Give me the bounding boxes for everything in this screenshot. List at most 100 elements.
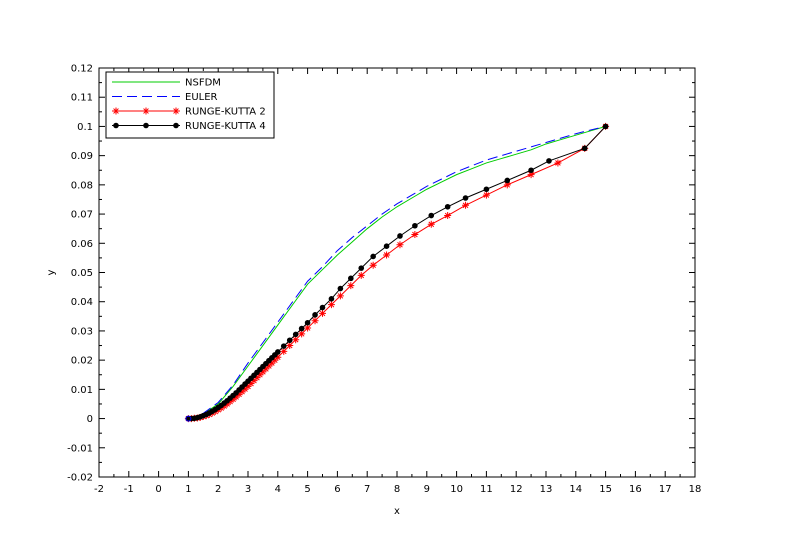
series-2-point-46	[427, 220, 435, 228]
x-tick-label-2: 0	[155, 484, 161, 495]
series-2-point-15	[229, 395, 237, 403]
euler-start-marker	[185, 415, 192, 422]
series-2-point-28	[268, 359, 276, 367]
series-2-point-36	[311, 317, 319, 325]
x-tick-label-12: 10	[450, 484, 463, 495]
series-2-point-42	[369, 261, 377, 269]
series-2-point-40	[347, 282, 355, 290]
x-tick-label-13: 11	[480, 484, 493, 495]
series-3-point-34	[298, 325, 305, 332]
series-3-point-48	[462, 195, 469, 201]
series-2-point-47	[444, 212, 452, 220]
y-tick-label-0: -0.02	[67, 473, 93, 484]
series-2-point-44	[396, 241, 404, 249]
series-2-point-35	[304, 324, 312, 332]
legend-box	[105, 71, 275, 139]
series-2-point-17	[235, 390, 243, 398]
legend-label-1: EULER	[185, 92, 218, 103]
y-tick-label-2: 0	[87, 414, 93, 425]
series-2-point-51	[527, 171, 535, 179]
series-3-point-44	[397, 233, 403, 239]
series-2-point-49	[482, 191, 490, 199]
series-2-point-25	[259, 368, 267, 376]
series-3-point-38	[328, 295, 335, 302]
series-3-point-54	[602, 123, 609, 130]
series-3-point-51	[528, 167, 534, 174]
series-3-point-43	[383, 243, 390, 250]
y-axis-ticks: -0.02 -0.01 0 0.01 0.02 0.03 0.04 0.05 0.06 0.07 0…	[67, 64, 695, 484]
series-0	[188, 125, 606, 420]
series-2-point-38	[327, 301, 335, 309]
series-2-point-50	[503, 181, 511, 189]
series-2-point-23	[253, 374, 261, 382]
series-2-point-26	[262, 365, 270, 373]
x-tick-label-18: 16	[629, 484, 642, 495]
legend-entry-0: NSFDM	[112, 78, 221, 89]
series-3-point-39	[337, 285, 344, 292]
y-tick-label-4: 0.02	[71, 356, 93, 367]
series-2-point-24	[256, 371, 264, 379]
x-tick-label-3: 1	[185, 484, 191, 495]
x-axis-label: x	[394, 506, 400, 517]
y-tick-label-6: 0.04	[71, 297, 93, 308]
series-3-point-45	[412, 222, 418, 229]
x-tick-label-20: 18	[689, 484, 702, 495]
x-tick-label-14: 12	[510, 484, 523, 495]
y-tick-label-10: 0.08	[71, 180, 93, 191]
series-3-point-42	[370, 253, 376, 260]
series-3-point-49	[483, 186, 490, 193]
series-2-point-16	[232, 393, 240, 401]
series-3-point-31	[280, 343, 287, 349]
legend-entry-3: RUNGE-KUTTA 4	[112, 121, 266, 132]
series-2-point-48	[462, 201, 470, 209]
y-tick-label-7: 0.05	[71, 268, 93, 279]
x-tick-label-15: 13	[540, 484, 553, 495]
series-3	[185, 123, 609, 422]
legend: NSFDM EULER RUNGE-KUTTA 2 RUNGE-KUTTA 4	[105, 71, 275, 139]
series-2-point-43	[383, 251, 391, 259]
series-2-point-52	[554, 159, 562, 167]
legend-label-3: RUNGE-KUTTA 4	[185, 121, 266, 132]
legend-label-0: NSFDM	[185, 78, 221, 89]
y-tick-label-5: 0.03	[71, 326, 93, 337]
series-group	[184, 122, 610, 423]
series-3-point-33	[292, 331, 299, 338]
series-2-point-34	[298, 330, 306, 338]
x-tick-label-1: -1	[124, 484, 134, 495]
series-2-point-32	[286, 342, 294, 350]
series-3-point-50	[504, 177, 511, 184]
legend-entry-1: EULER	[112, 92, 218, 103]
y-tick-label-11: 0.09	[71, 151, 93, 162]
x-tick-label-11: 9	[424, 484, 430, 495]
legend-marker-2-2	[172, 107, 180, 115]
series-3-point-46	[428, 212, 435, 219]
series-2-point-29	[271, 356, 279, 364]
series-3-point-40	[348, 275, 354, 282]
series-2-point-37	[319, 309, 326, 317]
series-2-point-31	[280, 347, 288, 355]
series-2-point-18	[238, 388, 246, 396]
x-tick-label-4: 2	[215, 484, 221, 495]
series-2-point-27	[265, 362, 273, 370]
series-3-point-35	[304, 319, 311, 326]
y-tick-label-1: -0.01	[67, 443, 93, 454]
series-line-0	[188, 125, 606, 420]
axes-group: -2 -1 0 1 2 3 4 5 6 7 8 9 10 11 12 13 14 15 16 17 18-0.02-0.…	[46, 64, 701, 518]
legend-marker-2-1	[142, 107, 150, 115]
y-tick-label-3: 0.01	[71, 385, 93, 396]
series-3-point-41	[358, 265, 365, 271]
series-2-point-22	[250, 377, 258, 385]
series-2-point-14	[226, 398, 234, 406]
series-2-point-30	[274, 353, 282, 361]
x-tick-label-17: 15	[599, 484, 612, 495]
x-tick-label-9: 7	[364, 484, 370, 495]
series-2-point-33	[292, 336, 300, 344]
series-3-point-53	[581, 145, 588, 152]
legend-label-2: RUNGE-KUTTA 2	[185, 107, 266, 118]
x-tick-label-19: 17	[659, 484, 672, 495]
x-tick-label-0: -2	[94, 484, 104, 495]
series-2-point-13	[223, 400, 231, 408]
series-2-point-21	[247, 380, 255, 388]
legend-marker-2-0	[112, 107, 120, 115]
